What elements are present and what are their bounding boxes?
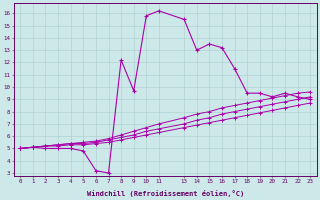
X-axis label: Windchill (Refroidissement éolien,°C): Windchill (Refroidissement éolien,°C) <box>87 190 244 197</box>
